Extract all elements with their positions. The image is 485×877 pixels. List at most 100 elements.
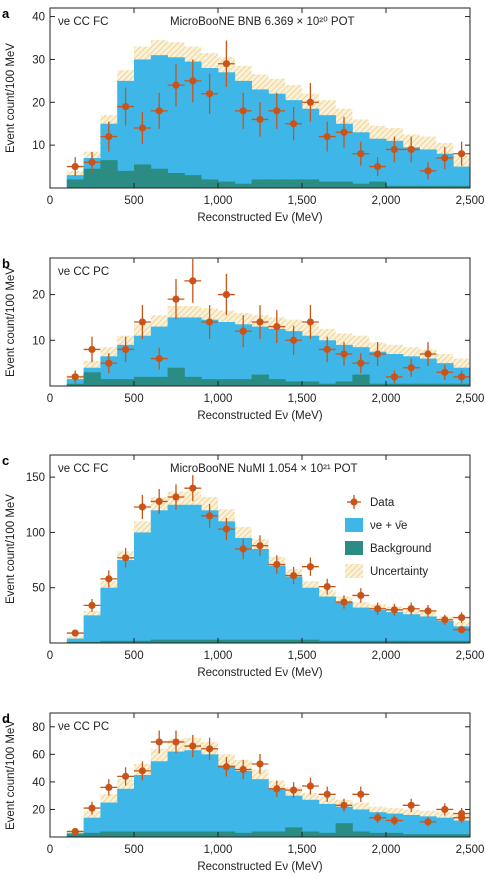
signal-bar — [201, 319, 219, 386]
background-bar — [234, 639, 252, 643]
background-bar — [453, 834, 471, 837]
signal-bar — [352, 809, 370, 837]
signal-bar — [402, 614, 420, 643]
background-bar — [318, 181, 336, 188]
background-bar — [117, 831, 135, 837]
panel-letter: b — [2, 256, 10, 271]
signal-bar — [285, 331, 303, 386]
background-bar — [134, 831, 152, 837]
signal-bar — [402, 814, 420, 837]
data-point — [458, 613, 466, 622]
signal-bar — [251, 549, 269, 643]
signal-bar — [134, 335, 152, 386]
background-bar — [251, 831, 269, 837]
data-point — [458, 373, 466, 381]
x-tick-label: 1,000 — [204, 844, 233, 856]
data-point — [155, 497, 163, 506]
signal-bar — [251, 89, 269, 188]
background-bar — [167, 367, 185, 386]
background-bar — [117, 640, 135, 643]
background-bar — [453, 383, 471, 386]
data-point — [88, 804, 96, 812]
background-bar — [402, 185, 420, 188]
data-point — [206, 90, 214, 98]
y-tick-label: 20 — [32, 804, 45, 816]
signal-bar — [386, 612, 404, 643]
background-bar — [352, 183, 370, 188]
data-point — [138, 767, 146, 775]
data-point — [273, 785, 281, 793]
background-bar — [285, 381, 303, 386]
background-bar — [419, 834, 437, 837]
panel-a: 0 500 1,000 1,500 2,000 2,500 10 20 30 40 Reconstr… — [2, 6, 484, 224]
data-point — [407, 364, 415, 372]
data-point — [189, 77, 197, 85]
y-tick-label: 40 — [32, 12, 45, 24]
background-bar — [201, 831, 219, 837]
background-bar — [83, 372, 101, 386]
data-point — [222, 290, 230, 299]
y-tick-label: 20 — [32, 97, 45, 109]
background-bar — [285, 639, 303, 643]
data-point — [189, 742, 197, 750]
signal-bar — [302, 799, 320, 837]
channel-annotation: νe CC PC — [58, 266, 109, 278]
x-tick-label: 0 — [47, 650, 53, 662]
signal-bar — [251, 779, 269, 837]
data-point — [256, 318, 264, 326]
signal-bar — [302, 108, 320, 188]
legend-label: Uncertainty — [370, 566, 428, 578]
y-axis-label: Event count/100 MeV — [5, 267, 17, 377]
y-axis-label: Event count/100 MeV — [5, 720, 17, 830]
data-point — [206, 745, 214, 753]
channel-annotation: νe CC FC — [58, 16, 108, 28]
data-point — [290, 120, 298, 128]
plot-frame — [49, 454, 471, 644]
background-bar — [83, 832, 101, 837]
data-point — [441, 616, 449, 624]
data-point — [71, 373, 79, 381]
data-point — [172, 493, 180, 501]
signal-bar — [285, 100, 303, 188]
background-bar — [318, 383, 336, 386]
signal-bar — [201, 68, 219, 188]
background-bar — [167, 831, 185, 837]
signal-bar — [100, 802, 118, 837]
background-bar — [352, 640, 370, 643]
background-bar — [302, 639, 320, 643]
experiment-annotation: MicroBooNE BNB 6.369 × 10²⁰ POT — [170, 16, 355, 28]
y-tick-label: 150 — [26, 472, 45, 484]
signal-bar — [117, 344, 135, 386]
experiment-annotation: MicroBooNE NuMI 1.054 × 10²¹ POT — [170, 463, 358, 475]
signal-bar — [134, 775, 152, 837]
signal-bar — [453, 166, 471, 188]
data-point — [122, 554, 130, 562]
background-bar — [419, 383, 437, 386]
signal-bar — [218, 765, 236, 837]
data-point — [424, 818, 432, 826]
background-bar — [386, 185, 404, 188]
signal-bar — [134, 532, 152, 643]
legend-swatch — [345, 541, 363, 555]
signal-bar — [100, 587, 118, 643]
x-tick-label: 0 — [47, 195, 53, 207]
background-bar — [453, 640, 471, 643]
data-point — [222, 525, 230, 533]
signal-bar — [369, 609, 387, 643]
y-axis-label: Event count/100 MeV — [5, 43, 17, 153]
legend-label: Data — [370, 497, 395, 509]
background-bar — [134, 164, 152, 188]
x-tick-label: 1,500 — [288, 195, 317, 207]
signal-bar — [302, 335, 320, 386]
x-tick-label: 2,000 — [372, 650, 401, 662]
data-point — [340, 128, 348, 136]
background-bar — [436, 640, 454, 643]
x-tick-label: 2,500 — [456, 195, 485, 207]
signal-bar — [419, 616, 437, 643]
signal-bar — [117, 560, 135, 643]
background-bar — [251, 179, 269, 188]
signal-bar — [218, 322, 236, 386]
background-bar — [369, 640, 387, 643]
data-point — [138, 318, 146, 326]
legend-swatch — [345, 564, 363, 578]
